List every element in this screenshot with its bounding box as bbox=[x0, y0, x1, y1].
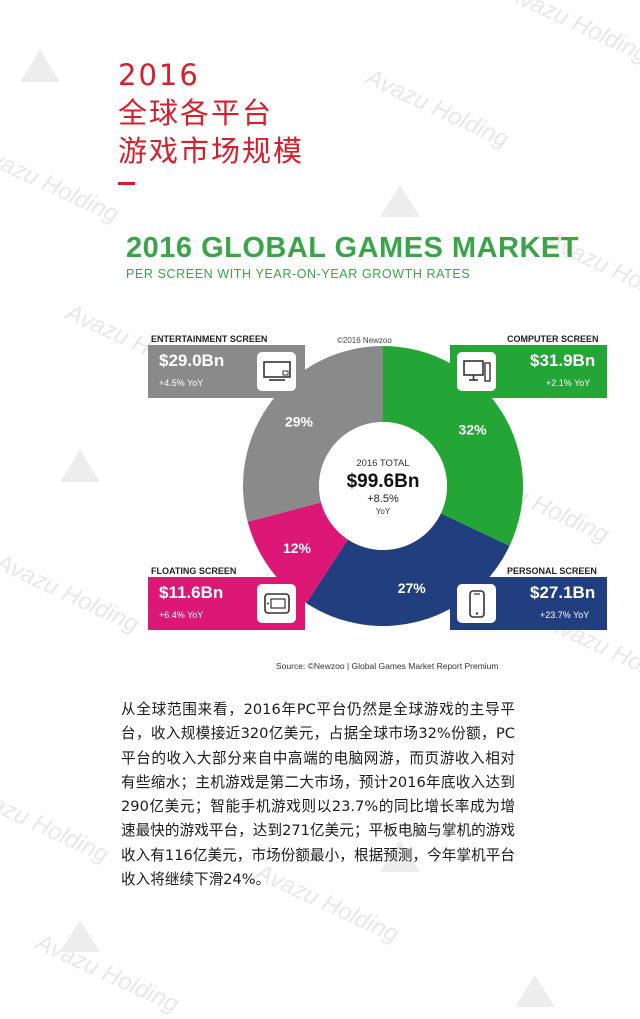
page-title-line: 2016 bbox=[118, 58, 200, 92]
tv-icon bbox=[257, 352, 296, 391]
total-value: $99.6Bn bbox=[347, 471, 420, 492]
watermark-logo bbox=[60, 450, 100, 482]
watermark-logo bbox=[380, 840, 420, 872]
donut-slice-share-label: 27% bbox=[398, 580, 427, 596]
personal-amount: $27.1Bn bbox=[530, 583, 596, 602]
donut-slice-floating-screen bbox=[247, 502, 348, 604]
personal-screen-label: PERSONAL SCREEN bbox=[507, 566, 597, 576]
watermark-logo bbox=[380, 185, 420, 217]
infographic-credit: ©2016 Newzoo bbox=[337, 336, 392, 345]
page-title-line: 全球各平台 bbox=[118, 96, 274, 130]
entertainment-screen-label: ENTERTAINMENT SCREEN bbox=[151, 334, 268, 344]
page-title-line: 游戏市场规模 bbox=[118, 134, 305, 168]
entertainment-growth: +4.5% YoY bbox=[159, 378, 204, 388]
title-divider bbox=[118, 182, 135, 185]
computer-amount: $31.9Bn bbox=[530, 351, 596, 370]
computer-screen-label: COMPUTER SCREEN bbox=[507, 334, 599, 344]
donut-slice-share-label: 32% bbox=[459, 421, 488, 437]
floating-screen-card: $11.6Bn +6.4% YoY bbox=[148, 577, 305, 630]
personal-screen-card: $27.1Bn +23.7% YoY bbox=[450, 577, 607, 630]
personal-growth: +23.7% YoY bbox=[540, 610, 590, 620]
watermark-logo bbox=[60, 920, 100, 952]
donut-slice-share-label: 29% bbox=[285, 413, 314, 429]
infographic-heading: 2016 GLOBAL GAMES MARKET bbox=[126, 232, 579, 264]
infographic-subheading: PER SCREEN WITH YEAR-ON-YEAR GROWTH RATE… bbox=[126, 267, 471, 281]
page-title: 2016 全球各平台 游戏市场规模 bbox=[118, 56, 304, 185]
watermark-logo bbox=[515, 975, 555, 1007]
total-growth: +8.5% bbox=[367, 493, 399, 505]
computer-screen-card: $31.9Bn +2.1% YoY bbox=[450, 345, 607, 398]
donut-center bbox=[319, 422, 447, 550]
smartphone-icon bbox=[457, 584, 496, 623]
body-paragraph: 从全球范围来看，2016年PC平台仍然是全球游戏的主导平台，收入规模接近320亿… bbox=[121, 701, 515, 889]
desktop-computer-icon bbox=[457, 352, 496, 391]
floating-amount: $11.6Bn bbox=[159, 583, 224, 602]
entertainment-amount: $29.0Bn bbox=[159, 351, 225, 370]
donut-slice-entertainment-screen bbox=[243, 346, 383, 522]
watermark-logo bbox=[20, 50, 60, 82]
computer-growth: +2.1% YoY bbox=[546, 378, 591, 388]
chart-source: Source: ©Newzoo | Global Games Market Re… bbox=[276, 661, 499, 671]
floating-growth: +6.4% YoY bbox=[159, 610, 204, 620]
donut-slice-share-label: 12% bbox=[283, 540, 312, 556]
total-growth-unit: YoY bbox=[376, 507, 391, 516]
tablet-icon bbox=[257, 584, 296, 623]
floating-screen-label: FLOATING SCREEN bbox=[151, 566, 237, 576]
entertainment-screen-card: $29.0Bn +4.5% YoY bbox=[148, 345, 305, 398]
total-label: 2016 TOTAL bbox=[356, 458, 409, 469]
